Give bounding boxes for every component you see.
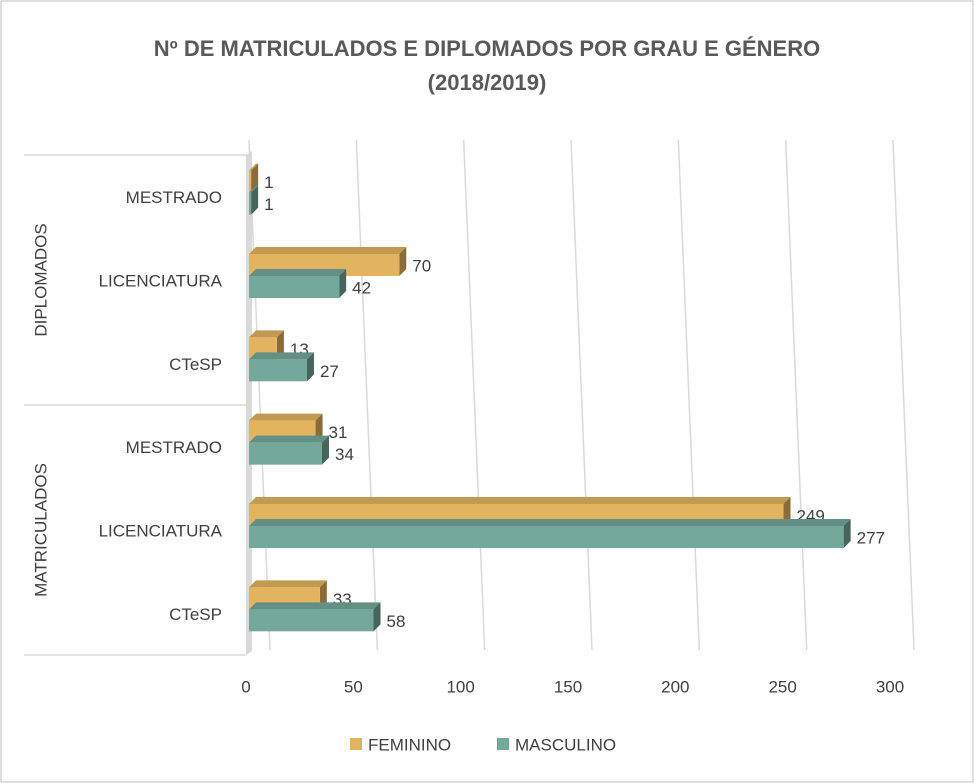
group-label: MATRICULADOS: [31, 463, 50, 597]
bar-top: [249, 269, 347, 276]
value-label: 1: [264, 195, 273, 214]
bar-side: [321, 435, 329, 465]
x-tick-label: 100: [446, 677, 474, 696]
x-tick-label: 250: [768, 677, 796, 696]
bar-top: [249, 580, 327, 588]
bar: [249, 359, 307, 382]
grid-line: [677, 139, 701, 651]
group-label: DIPLOMADOS: [31, 223, 50, 336]
bar: [249, 442, 322, 465]
bar-side: [373, 602, 381, 632]
grid-line: [462, 139, 486, 651]
bar-side: [319, 580, 327, 610]
x-tick-label: 50: [344, 677, 363, 696]
grid-line: [355, 139, 379, 651]
bar-side: [251, 163, 259, 193]
bar-top: [249, 352, 314, 360]
bar-side: [306, 352, 314, 382]
x-tick-label: 200: [661, 677, 689, 696]
grid-line: [892, 139, 915, 651]
bar: [249, 609, 374, 632]
value-label: 277: [857, 528, 885, 547]
bar-top: [249, 519, 851, 526]
bar: [249, 192, 252, 215]
value-label: 27: [320, 362, 339, 381]
bar-side: [251, 185, 259, 215]
value-label: 34: [335, 445, 354, 464]
legend-label: MASCULINO: [515, 735, 616, 754]
bar-side: [843, 519, 851, 548]
grid-line: [248, 139, 271, 651]
x-tick-label: 150: [554, 677, 582, 696]
axis-wall: [246, 151, 252, 655]
y-tick-label: MESTRADO: [126, 188, 222, 207]
legend-label: FEMININO: [368, 735, 451, 754]
x-tick-label: 300: [876, 677, 904, 696]
value-label: 70: [412, 256, 431, 275]
grid-line: [784, 139, 808, 651]
y-tick-label: CTeSP: [169, 605, 222, 624]
bar-side: [276, 330, 284, 360]
bar: [249, 170, 252, 193]
bar-top: [249, 330, 284, 338]
bar-top: [249, 163, 259, 171]
grid-line: [570, 139, 593, 651]
y-tick-label: MESTRADO: [126, 438, 222, 457]
value-label: 58: [387, 612, 406, 631]
legend-swatch: [497, 738, 509, 750]
bar-top: [249, 247, 407, 254]
bar: [249, 276, 340, 298]
chart-title: Nº DE MATRICULADOS E DIPLOMADOS POR GRAU…: [154, 36, 820, 61]
bar-top: [249, 602, 381, 610]
bar-top: [249, 435, 329, 443]
y-tick-label: CTeSP: [169, 355, 222, 374]
bar-side: [399, 247, 407, 276]
chart-title: (2018/2019): [428, 70, 547, 95]
bar-side: [315, 413, 323, 443]
bar-side: [783, 497, 791, 526]
bar-side: [339, 269, 347, 298]
value-label: 31: [329, 423, 348, 442]
x-tick-label: 0: [241, 677, 250, 696]
bar-top: [249, 185, 259, 193]
bar: [249, 526, 844, 548]
value-label: 1: [264, 173, 273, 192]
legend-swatch: [350, 738, 362, 750]
value-label: 42: [352, 278, 371, 297]
y-tick-label: LICENCIATURA: [99, 271, 223, 290]
bar-top: [249, 413, 323, 421]
y-tick-label: LICENCIATURA: [99, 521, 223, 540]
bar-top: [249, 497, 791, 504]
